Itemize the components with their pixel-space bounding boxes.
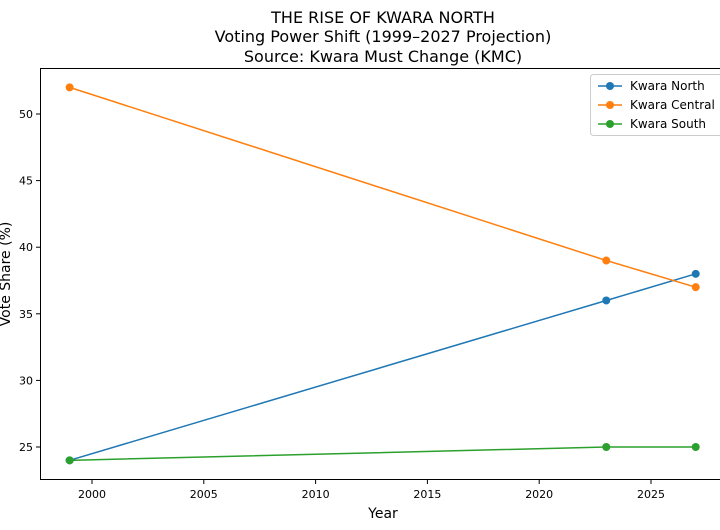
legend-label-kwara-south: Kwara South bbox=[630, 117, 706, 131]
data-point-kwara-south bbox=[65, 456, 74, 465]
legend-marker-kwara-north bbox=[606, 82, 614, 90]
legend-marker-kwara-south bbox=[606, 120, 614, 128]
x-tick-label: 2005 bbox=[190, 488, 218, 501]
data-point-kwara-south bbox=[691, 443, 700, 451]
chart-title-line-2: Voting Power Shift (1999–2027 Projection… bbox=[215, 27, 552, 46]
data-point-kwara-central bbox=[691, 283, 700, 292]
x-axis-label: Year bbox=[367, 506, 398, 522]
x-tick-label: 2000 bbox=[78, 488, 106, 501]
chart-title-line-3: Source: Kwara Must Change (KMC) bbox=[244, 47, 522, 66]
y-axis-label: Vote Share (%) bbox=[0, 222, 14, 327]
data-point-kwara-central bbox=[602, 256, 611, 265]
x-tick-label: 2010 bbox=[302, 488, 330, 501]
data-point-kwara-south bbox=[602, 443, 611, 451]
series-line-kwara-north bbox=[69, 273, 696, 462]
y-tick-label: 30 bbox=[19, 374, 33, 387]
x-tick-label: 2020 bbox=[525, 488, 553, 501]
data-point-kwara-central bbox=[65, 83, 74, 92]
chart-title-line-1: THE RISE OF KWARA NORTH bbox=[270, 8, 495, 27]
y-tick-label: 50 bbox=[19, 108, 33, 121]
legend-label-kwara-central: Kwara Central bbox=[630, 98, 715, 112]
y-tick-label: 25 bbox=[19, 441, 33, 454]
legend-box bbox=[590, 74, 720, 136]
data-point-kwara-north bbox=[602, 296, 611, 305]
data-point-kwara-north bbox=[691, 269, 700, 278]
x-tick-label: 2025 bbox=[637, 488, 665, 501]
legend-label-kwara-north: Kwara North bbox=[630, 79, 705, 93]
y-tick-label: 35 bbox=[19, 308, 33, 321]
x-tick-label: 2015 bbox=[413, 488, 441, 501]
legend-marker-kwara-central bbox=[606, 101, 614, 109]
legend: Kwara North Kwara Central Kwara South bbox=[590, 74, 720, 136]
y-tick-label: 40 bbox=[19, 241, 33, 254]
series-line-kwara-south bbox=[69, 446, 696, 462]
y-tick-label: 45 bbox=[19, 175, 33, 188]
plot-frame bbox=[40, 68, 720, 480]
